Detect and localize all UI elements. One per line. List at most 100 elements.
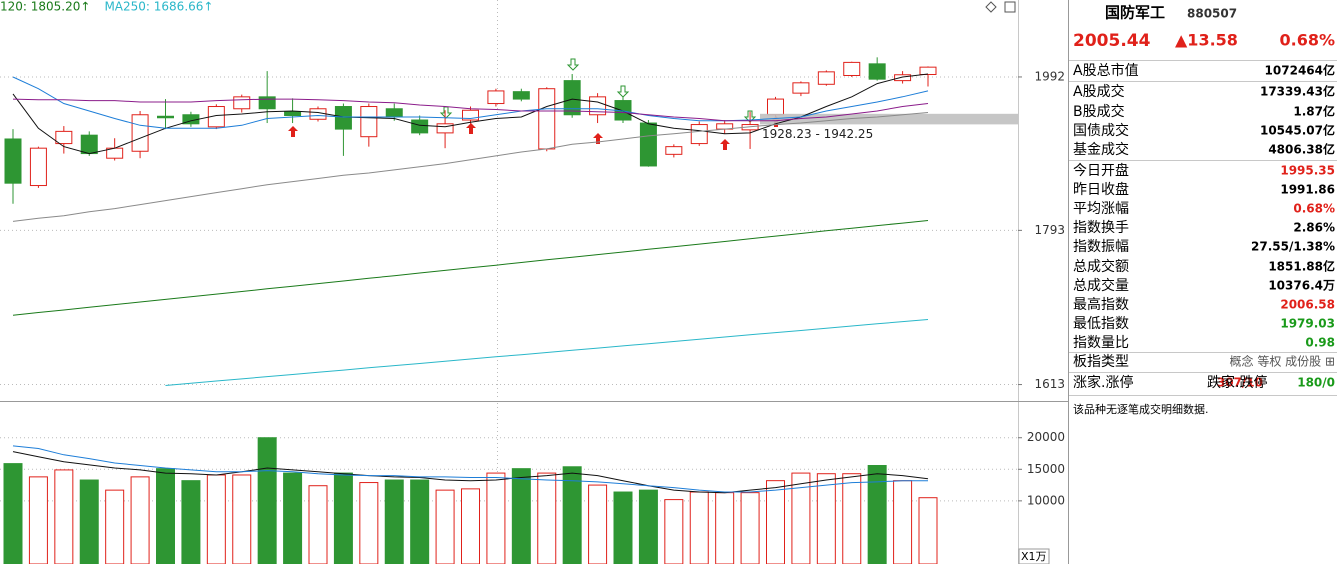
candle-body [817,71,835,85]
volume-bar [105,489,125,564]
ma-line [12,98,929,122]
row-label: 板指类型 [1073,354,1129,370]
buy-signal [288,126,298,137]
volume-bar [842,473,862,564]
y-tick-label: 1793 [1034,223,1065,237]
row-label: 国债成交 [1073,122,1129,139]
volume-bar [537,472,557,564]
row-value: 2.86% [1293,221,1335,235]
breadth-label: 跌家.跌停 [1207,374,1267,391]
row-label: B股成交 [1073,103,1125,120]
buy-signal [720,139,730,150]
ma-legend: 120: 1805.20↑ [0,0,90,14]
row-value: 1991.86 [1280,183,1335,197]
candle-body [767,98,784,116]
buy-signal [466,123,476,134]
volume-bar [791,472,811,564]
volume-bar [410,479,430,564]
breadth-value: 180/0 [1297,376,1335,390]
candle-body [233,96,251,110]
row-label: 最高指数 [1073,296,1129,313]
volume-bar [3,463,23,564]
candle-body [563,80,581,116]
candle-body [894,74,912,82]
ma-legend: MA250: 1686.66↑ [104,0,213,14]
volume-bar [54,469,74,564]
y-tick-label: 20000 [1027,430,1065,444]
row-value: 10376.4万 [1268,279,1335,293]
row-label: 指数量比 [1073,335,1129,351]
row-value: 2006.58 [1280,298,1335,312]
candle-body [29,147,47,187]
row-value: 17339.43亿 [1260,84,1335,99]
row-value: 1851.88亿 [1268,259,1335,274]
y-tick-label: 1613 [1034,377,1065,391]
volume-bar [588,484,608,564]
volume-bar [867,465,887,564]
volume-bar [816,473,836,564]
volume-bar [486,472,506,564]
price-band [760,113,1018,125]
candle-body [4,138,22,184]
candle-body [411,119,429,134]
volume-bar [918,497,938,564]
candle-body [55,130,73,145]
row-label: 昨日收盘 [1073,181,1129,198]
candle-body [284,111,302,117]
candle-body [258,96,276,110]
volume-bar [664,499,684,564]
index-code: 880507 [1187,7,1237,21]
candle-body [80,134,98,155]
candle-body [690,124,708,145]
candle-body [639,122,657,167]
volume-bar [715,492,735,564]
diamond-icon[interactable] [985,1,997,13]
volume-bar [461,488,480,564]
candle-body [360,106,378,138]
candle-body [157,115,174,119]
volume-bar [689,491,709,564]
candle-body [334,106,352,130]
price: 2005.44 [1073,31,1151,51]
volume-bar [384,479,404,564]
row-label: 指数振幅 [1073,239,1129,255]
sell-signal [566,58,580,71]
row-value: 27.55/1.38% [1251,240,1335,254]
candle-body [309,108,327,120]
candle-body [436,123,454,134]
window-icon[interactable] [1004,1,1016,13]
row-value: 4806.38亿 [1268,142,1335,157]
volume-bar [308,485,328,564]
candle-body [792,82,810,94]
row-label: 指数换手 [1073,219,1129,236]
row-label: 总成交量 [1073,277,1129,294]
unit-label: X1万 [1021,550,1047,563]
candle-body [131,114,149,152]
volume-bar [333,472,353,564]
row-value: 0.98 [1305,336,1335,350]
volume-bar [766,480,785,564]
breadth-value: 307/10 [1217,376,1263,390]
buy-signal [593,133,603,144]
row-label: A股成交 [1073,83,1125,100]
ma-line [12,76,929,129]
y-tick-label: 1992 [1034,69,1065,83]
candle-body [385,108,403,118]
row-value: 1072464亿 [1265,63,1335,78]
note: 该品种无逐笔成交明细数据. [1073,402,1209,416]
candle-body [665,146,683,155]
volume-bar [638,489,658,564]
candle-body [868,63,886,80]
ma-line [12,451,929,494]
volume-bar [613,491,633,564]
row-value: 概念 等权 成份股 ⊞ [1230,354,1336,369]
candle-body [487,90,505,105]
row-value: 0.68% [1293,202,1335,216]
row-value: 1995.35 [1280,164,1335,178]
volume-bar [181,480,201,564]
volume-bar [130,476,150,564]
sell-signal [616,85,630,98]
